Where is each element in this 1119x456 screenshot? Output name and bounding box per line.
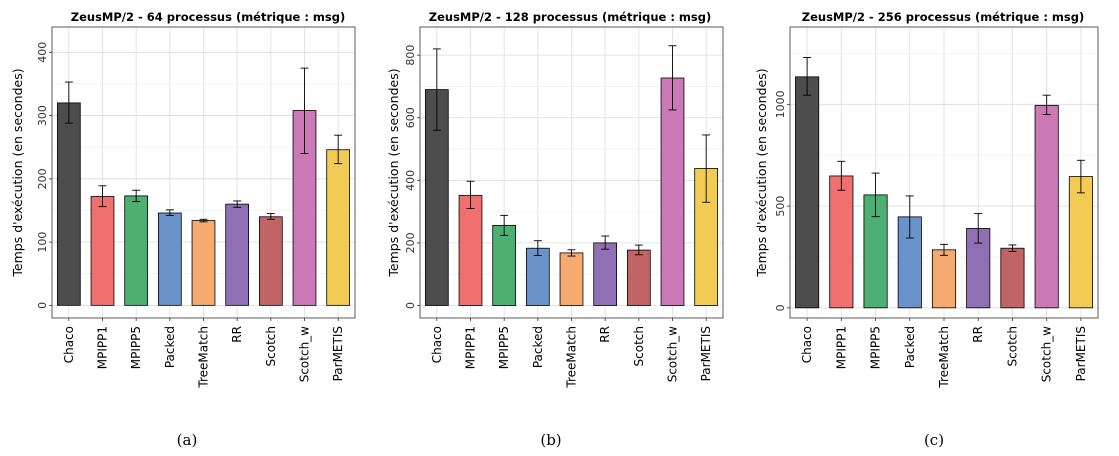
x-tick-label: Scotch	[1005, 326, 1019, 366]
x-tick-label: ParMETIS	[1074, 326, 1088, 381]
x-tick-label: TreeMatch	[565, 326, 579, 389]
x-tick-label: Packed	[531, 326, 545, 368]
x-tick-label: MPIPP5	[129, 326, 143, 369]
bar-mpipp1	[458, 194, 483, 306]
x-tick-label: TreeMatch	[197, 326, 211, 389]
bar-rr	[225, 203, 250, 306]
x-tick-label: MPIPP1	[834, 326, 848, 369]
x-tick-label: Packed	[903, 326, 917, 368]
chart-panel: 0 500 1000 Chaco MPIPP1 MPIPP5 Packed TreeMatch…	[754, 10, 1099, 449]
y-axis-label: Temps d'exécution (en secondes)	[386, 68, 401, 277]
bar-scotch_w	[660, 77, 685, 306]
y-tick-label: 100	[36, 232, 49, 253]
bar-treematch	[559, 252, 584, 306]
subfigure-caption: (a)	[177, 431, 198, 449]
y-tick-label: 0	[404, 302, 417, 309]
x-tick-label: Chaco	[430, 326, 444, 363]
x-tick-label: Packed	[163, 326, 177, 368]
bar-scotch	[626, 249, 651, 306]
bar-parmetis	[326, 149, 351, 306]
subfigure-caption: (b)	[540, 431, 561, 449]
y-tick-label: 600	[404, 107, 417, 128]
chart-panel: 0 100 200 300 400 Chaco MPIPP1 MPIPP5 Packed Tree…	[10, 10, 356, 449]
bar-packed	[157, 212, 182, 306]
x-tick-label: Chaco	[800, 326, 814, 363]
x-tick-label: RR	[598, 326, 612, 343]
x-tick-label: Scotch	[264, 326, 278, 366]
bar-scotch	[258, 216, 283, 306]
y-tick-label: 1000	[774, 90, 787, 118]
y-axis-label: Temps d'exécution (en secondes)	[10, 68, 25, 277]
y-tick-label: 300	[36, 105, 49, 126]
chart-title: ZeusMP/2 - 128 processus (métrique : msg…	[429, 10, 711, 24]
bar-parmetis	[1068, 176, 1093, 309]
x-tick-label: Chaco	[62, 326, 76, 363]
y-tick-label: 0	[774, 304, 787, 311]
bar-mpipp5	[492, 224, 517, 306]
x-tick-label: TreeMatch	[937, 326, 951, 389]
chart-title: ZeusMP/2 - 256 processus (métrique : msg…	[802, 10, 1084, 24]
subfigure-caption: (c)	[924, 431, 944, 449]
x-tick-label: Scotch	[632, 326, 646, 366]
y-tick-label: 400	[36, 42, 49, 63]
bar-rr	[593, 242, 618, 306]
y-tick-label: 800	[404, 45, 417, 66]
x-tick-label: MPIPP5	[869, 326, 883, 369]
x-tick-label: Scotch_w	[1040, 326, 1054, 382]
x-tick-label: MPIPP1	[96, 326, 110, 369]
x-tick-label: MPIPP5	[497, 326, 511, 369]
y-tick-label: 0	[36, 302, 49, 309]
bar-mpipp1	[90, 196, 115, 306]
bar-chaco	[795, 76, 820, 309]
x-tick-label: MPIPP1	[464, 326, 478, 369]
bar-scotch_w	[1034, 104, 1059, 309]
y-axis-label: Temps d'exécution (en secondes)	[754, 68, 769, 277]
x-tick-label: ParMETIS	[331, 326, 345, 381]
x-tick-label: RR	[971, 326, 985, 343]
bar-treematch	[191, 220, 216, 306]
bar-treematch	[931, 249, 957, 309]
y-tick-label: 500	[774, 196, 787, 217]
x-tick-label: RR	[230, 326, 244, 343]
x-tick-label: Scotch_w	[298, 326, 312, 382]
x-tick-label: Scotch_w	[666, 326, 680, 382]
chart-panel: 0 200 400 600 800 Chaco MPIPP1 MPIPP5 Packed Tree…	[386, 10, 724, 449]
bar-chaco	[56, 102, 81, 306]
y-tick-label: 200	[404, 232, 417, 253]
y-tick-label: 400	[404, 170, 417, 191]
chart-title: ZeusMP/2 - 64 processus (métrique : msg)	[71, 10, 345, 24]
x-tick-label: ParMETIS	[699, 326, 713, 381]
y-tick-label: 200	[36, 168, 49, 189]
bar-packed	[525, 247, 550, 306]
bar-scotch	[1000, 247, 1025, 309]
bar-mpipp1	[829, 175, 854, 309]
bar-mpipp5	[124, 195, 149, 306]
